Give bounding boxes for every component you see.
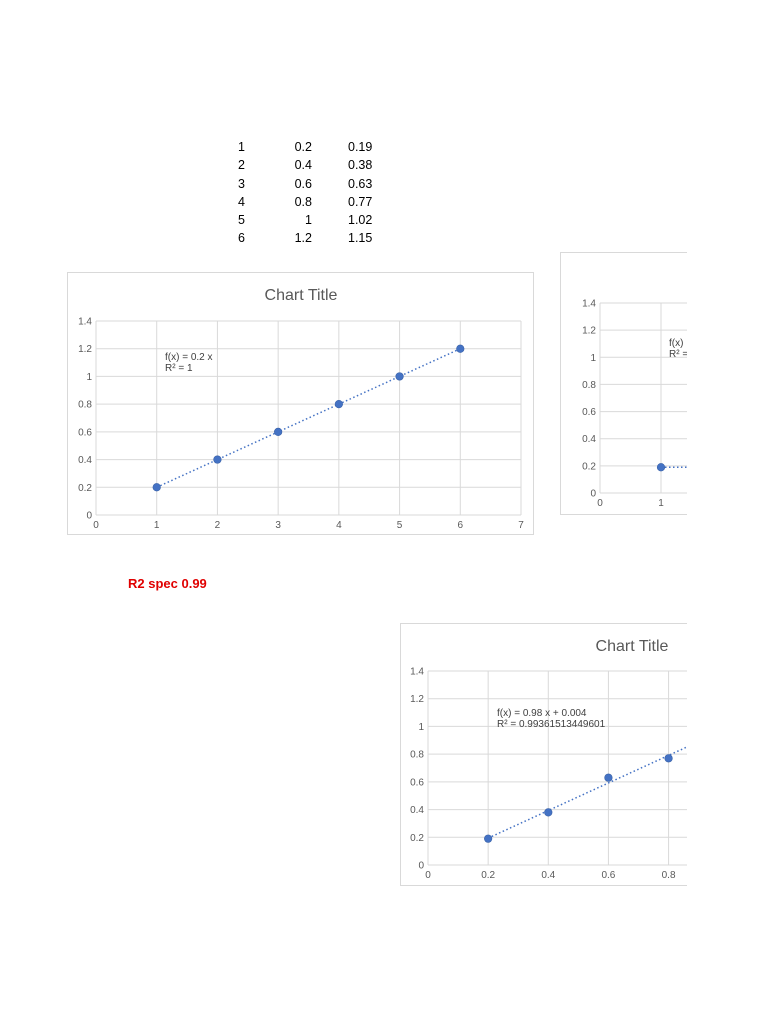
y-tick-label: 0.2 [410,833,424,844]
x-tick-label: 0 [425,870,431,881]
x-tick-label: 0.8 [662,870,676,881]
table-cell: 2 [238,158,245,173]
scatter-chart-3[interactable]: Chart Title 0 0.2 0.4 0.6 0.8 1 1.2 1.4 0 0.2 0.4 0.… [400,623,687,886]
table-cell: 1.15 [348,231,373,246]
table-cell: 1.2 [294,231,312,246]
y-tick-label: 0.8 [78,400,92,411]
y-tick-label: 1.4 [78,317,92,328]
trendline-r2: R² = 0.99361513449601 [497,719,606,730]
table-cell: 6 [238,231,245,246]
y-tick-label: 0 [86,511,92,522]
x-tick-label: 6 [458,520,464,531]
data-point [334,400,343,409]
y-tick-label: 1.2 [410,694,424,705]
table-cell: 5 [238,213,245,228]
data-point [604,773,613,782]
x-tick-label: 1 [658,498,664,509]
y-tick-label: 0.8 [582,380,596,391]
y-tick-label: 1 [86,372,92,383]
table-cell: 1.02 [348,213,373,228]
table-cell: 3 [238,176,245,191]
table-cell: 0.4 [294,158,312,173]
x-tick-label: 0.2 [481,870,495,881]
table-cell: 1 [305,213,312,228]
chart-title: Chart Title [265,287,338,304]
scatter-chart-1[interactable]: Chart Title 0 0.2 0.4 0.6 0.8 1 1.2 1.4 0 1 2 3 4 5 6 7 f… [67,272,534,535]
table-cell: 0.63 [348,176,373,191]
y-tick-label: 1 [590,353,596,364]
data-point [656,463,666,472]
data-point [664,754,673,763]
y-tick-label: 1 [418,722,424,733]
y-tick-label: 0.6 [410,777,424,788]
trendline [487,746,687,839]
trendline-equation: f(x) [669,338,683,349]
table-cell: 4 [238,194,245,209]
y-tick-label: 0.2 [582,461,596,472]
y-tick-label: 0.2 [78,483,92,494]
x-tick-label: 0 [597,498,603,509]
table-cell: 1 [238,140,245,154]
chart-2-plot: 0 0.2 0.4 0.6 0.8 1 1.2 1.4 0 1 f(x)R² = [582,299,687,509]
data-point [544,808,553,817]
chart-title: Chart Title [596,638,669,655]
trendline-equation: f(x) = 0.2 x [165,352,213,363]
y-tick-label: 0.4 [410,805,424,816]
x-tick-label: 7 [518,520,524,531]
y-tick-label: 1.4 [582,299,596,310]
scatter-chart-2[interactable]: 0 0.2 0.4 0.6 0.8 1 1.2 1.4 0 1 f(x) R² = [560,252,687,515]
y-tick-label: 0.6 [582,407,596,418]
x-tick-label: 1 [154,520,160,531]
chart-1-plot: Chart Title 0 0.2 0.4 0.6 0.8 1 1.2 1.4 0 1 2 3 4 5 6 7 f… [78,287,524,531]
table-cell: 0.2 [294,140,312,154]
y-tick-label: 0 [590,489,596,500]
x-tick-label: 3 [275,520,281,531]
data-point [456,344,465,353]
y-tick-label: 0.8 [410,750,424,761]
y-tick-label: 0.4 [78,455,92,466]
y-tick-label: 0.4 [582,434,596,445]
chart-3-plot: Chart Title 0 0.2 0.4 0.6 0.8 1 1.2 1.4 0 0.2 0.4 0.… [410,638,687,881]
trendline-r2: R² = 1 [165,363,193,374]
data-point [274,427,283,436]
y-tick-label: 1.4 [410,667,424,678]
r2-spec-note: R2 spec 0.99 [128,576,207,591]
x-tick-label: 2 [215,520,221,531]
data-point [213,455,222,464]
table-cell: 0.77 [348,194,373,209]
trendline-r2: R² = [669,349,687,360]
y-tick-label: 0.6 [78,427,92,438]
table-cell: 0.38 [348,158,373,173]
table-cell: 0.8 [294,194,312,209]
x-tick-label: 5 [397,520,403,531]
data-point [395,372,404,381]
data-point [152,483,161,492]
x-tick-label: 0.4 [541,870,555,881]
x-tick-label: 0 [93,520,99,531]
y-tick-label: 0 [418,861,424,872]
trendline [156,348,461,488]
table-cell: 0.6 [294,176,312,191]
trendline-equation: f(x) = 0.98 x + 0.004 [497,708,587,719]
y-tick-label: 1.2 [78,344,92,355]
x-tick-label: 0.6 [601,870,615,881]
x-tick-label: 4 [336,520,342,531]
y-tick-label: 1.2 [582,326,596,337]
data-point [484,834,493,843]
table-cell: 0.19 [348,140,373,154]
